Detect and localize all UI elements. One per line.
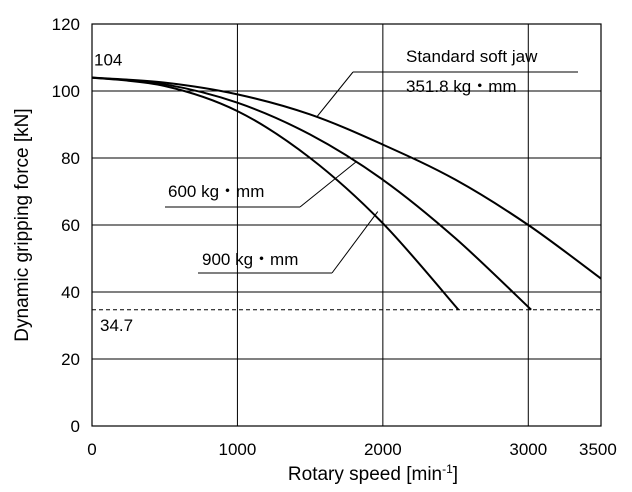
y-tick-label: 100: [52, 82, 80, 101]
y-tick-label: 80: [61, 149, 80, 168]
y-axis-title: Dynamic gripping force [kN]: [12, 108, 33, 341]
y-tick-label: 120: [52, 15, 80, 34]
series-group: [91, 76, 602, 311]
series-line-600: [91, 76, 532, 311]
y-tick-label: 60: [61, 216, 80, 235]
x-tick-label: 0: [87, 440, 96, 459]
x-axis-title-close: ]: [453, 464, 458, 485]
x-tick-label: 3000: [509, 440, 547, 459]
x-axis-title-main: Rotary speed [min: [288, 464, 442, 485]
leader-lines: [165, 71, 578, 274]
series-label-600: 600 kg・mm: [168, 182, 264, 201]
y-tick-label: 40: [61, 283, 80, 302]
grid: [92, 24, 601, 426]
leader-line-900: [331, 211, 379, 274]
y-tick-label: 20: [61, 350, 80, 369]
x-axis-title-superscript: -1: [442, 462, 453, 476]
leader-line-600: [299, 160, 357, 208]
leader-line-standard: [317, 71, 354, 117]
x-axis-title: Rotary speed [min-1]: [288, 462, 458, 485]
x-tick-label: 1000: [219, 440, 257, 459]
series-label-900: 900 kg・mm: [202, 250, 298, 269]
annotations: 104 34.7 Standard soft jaw 351.8 kg・mm 600 k…: [94, 47, 538, 335]
start-value-label: 104: [94, 51, 122, 70]
series-label-standard-soft-jaw: Standard soft jaw: [406, 47, 538, 66]
x-tick-label: 3500: [579, 440, 617, 459]
series-line-standard-soft-jaw: [91, 76, 602, 280]
series-line-900: [91, 76, 460, 311]
x-tick-label: 2000: [364, 440, 402, 459]
tick-labels: 0 20 40 60 80 100 120 0 1000 2000 3000 3500: [52, 15, 617, 459]
series-label-standard-soft-jaw-mass: 351.8 kg・mm: [406, 77, 517, 96]
reference-line-label: 34.7: [100, 316, 133, 335]
plot-frame: [91, 23, 602, 427]
y-tick-label: 0: [71, 417, 80, 436]
